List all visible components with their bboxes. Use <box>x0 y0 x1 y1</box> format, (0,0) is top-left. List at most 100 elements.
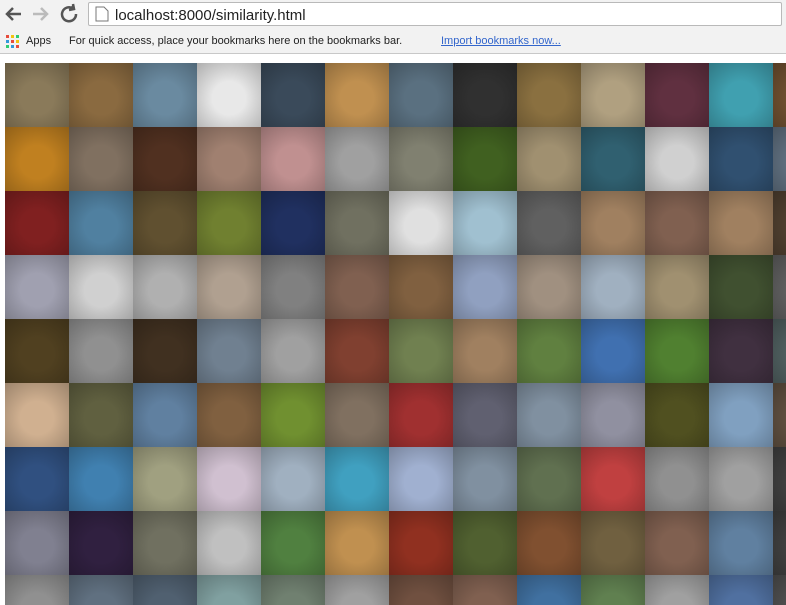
image-thumbnail <box>581 383 645 447</box>
image-thumbnail <box>581 63 645 127</box>
image-thumbnail <box>325 191 389 255</box>
image-thumbnail <box>709 511 773 575</box>
image-thumbnail <box>261 319 325 383</box>
image-thumbnail <box>645 255 709 319</box>
image-thumbnail <box>645 447 709 511</box>
image-thumbnail <box>197 127 261 191</box>
image-thumbnail <box>197 511 261 575</box>
image-thumbnail <box>389 191 453 255</box>
image-thumbnail <box>773 511 786 575</box>
image-thumbnail <box>389 127 453 191</box>
image-thumbnail <box>453 63 517 127</box>
reload-button[interactable] <box>60 3 78 23</box>
image-thumbnail <box>453 191 517 255</box>
image-thumbnail <box>517 191 581 255</box>
image-thumbnail <box>261 127 325 191</box>
image-thumbnail <box>69 191 133 255</box>
image-thumbnail <box>645 383 709 447</box>
apps-icon[interactable] <box>6 35 20 49</box>
image-thumbnail <box>581 319 645 383</box>
image-thumbnail <box>133 319 197 383</box>
image-thumbnail <box>453 575 517 605</box>
image-thumbnail <box>517 255 581 319</box>
image-thumbnail <box>261 255 325 319</box>
image-thumbnail <box>709 447 773 511</box>
image-thumbnail <box>709 319 773 383</box>
image-thumbnail <box>197 383 261 447</box>
page-icon <box>95 6 109 22</box>
image-thumbnail <box>773 383 786 447</box>
image-thumbnail <box>133 383 197 447</box>
image-thumbnail <box>133 575 197 605</box>
image-thumbnail <box>773 575 786 605</box>
image-thumbnail <box>709 575 773 605</box>
image-thumbnail <box>5 319 69 383</box>
image-thumbnail <box>581 255 645 319</box>
image-thumbnail <box>325 63 389 127</box>
image-thumbnail <box>197 191 261 255</box>
image-thumbnail <box>5 255 69 319</box>
image-thumbnail <box>709 63 773 127</box>
back-button[interactable] <box>5 7 21 21</box>
image-thumbnail <box>69 319 133 383</box>
image-thumbnail <box>645 575 709 605</box>
image-thumbnail <box>773 447 786 511</box>
image-thumbnail <box>453 127 517 191</box>
image-thumbnail <box>453 511 517 575</box>
image-thumbnail <box>133 511 197 575</box>
image-thumbnail <box>261 383 325 447</box>
image-thumbnail <box>581 127 645 191</box>
image-thumbnail <box>389 63 453 127</box>
image-thumbnail <box>773 127 786 191</box>
image-thumbnail <box>5 191 69 255</box>
image-thumbnail <box>709 383 773 447</box>
image-thumbnail <box>581 511 645 575</box>
image-thumbnail <box>261 511 325 575</box>
image-thumbnail <box>773 255 786 319</box>
image-thumbnail <box>325 383 389 447</box>
image-thumbnail <box>453 447 517 511</box>
image-thumbnail <box>5 447 69 511</box>
image-thumbnail <box>5 511 69 575</box>
image-thumbnail <box>645 511 709 575</box>
image-thumbnail <box>389 319 453 383</box>
image-thumbnail <box>197 63 261 127</box>
image-thumbnail <box>517 63 581 127</box>
image-thumbnail <box>69 575 133 605</box>
image-thumbnail <box>389 575 453 605</box>
image-thumbnail <box>133 127 197 191</box>
image-thumbnail <box>325 511 389 575</box>
address-bar[interactable]: localhost:8000/similarity.html <box>88 2 782 26</box>
image-thumbnail <box>517 575 581 605</box>
image-thumbnail <box>709 255 773 319</box>
url-text: localhost:8000/similarity.html <box>115 7 306 24</box>
image-thumbnail <box>581 447 645 511</box>
image-thumbnail <box>69 255 133 319</box>
image-thumbnail <box>709 191 773 255</box>
image-thumbnail <box>581 191 645 255</box>
forward-button[interactable] <box>33 7 49 21</box>
image-thumbnail <box>645 63 709 127</box>
image-thumbnail <box>261 191 325 255</box>
image-thumbnail <box>133 255 197 319</box>
apps-link[interactable]: Apps <box>26 35 52 47</box>
image-thumbnail <box>453 319 517 383</box>
image-thumbnail <box>453 255 517 319</box>
image-thumbnail <box>645 319 709 383</box>
image-thumbnail <box>69 63 133 127</box>
image-thumbnail <box>261 447 325 511</box>
image-thumbnail <box>517 319 581 383</box>
import-bookmarks-link[interactable]: Import bookmarks now... <box>441 35 561 47</box>
image-thumbnail <box>197 447 261 511</box>
image-thumbnail <box>389 255 453 319</box>
image-thumbnail <box>773 191 786 255</box>
image-thumbnail <box>5 63 69 127</box>
image-thumbnail <box>517 127 581 191</box>
image-thumbnail <box>645 191 709 255</box>
image-thumbnail <box>5 127 69 191</box>
image-thumbnail <box>325 575 389 605</box>
image-thumbnail <box>325 255 389 319</box>
image-thumbnail <box>133 191 197 255</box>
toolbar: localhost:8000/similarity.html <box>0 0 786 31</box>
